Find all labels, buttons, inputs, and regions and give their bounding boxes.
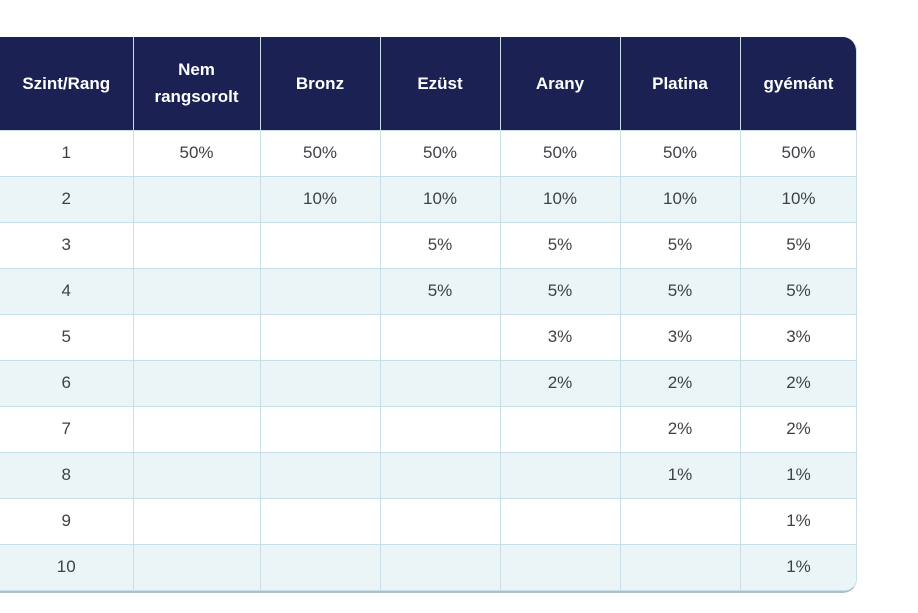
level-cell: 1 bbox=[0, 129, 134, 177]
table-row: 2 10% 10% 10% 10% 10% bbox=[0, 175, 856, 223]
percent-cell bbox=[132, 405, 261, 453]
percent-cell bbox=[132, 359, 261, 407]
table-row: 9 1% bbox=[0, 497, 856, 545]
level-cell: 5 bbox=[0, 313, 134, 361]
percent-cell: 5% bbox=[379, 221, 501, 269]
column-header: gyémánt bbox=[739, 37, 856, 131]
level-cell: 10 bbox=[0, 543, 134, 591]
percent-cell: 1% bbox=[739, 497, 856, 545]
table-body: 1 50% 50% 50% 50% 50% 50% 2 10% 10% 10% 10% 10% 3 5% 5%… bbox=[0, 129, 856, 591]
percent-cell bbox=[499, 451, 621, 499]
column-header: Szint/Rang bbox=[0, 37, 134, 131]
percent-cell: 1% bbox=[619, 451, 741, 499]
percent-cell: 2% bbox=[739, 359, 856, 407]
percent-cell bbox=[259, 405, 381, 453]
percent-cell bbox=[379, 405, 501, 453]
table-row: 7 2% 2% bbox=[0, 405, 856, 453]
percent-cell: 50% bbox=[739, 129, 856, 177]
level-cell: 3 bbox=[0, 221, 134, 269]
percent-cell: 2% bbox=[499, 359, 621, 407]
level-cell: 8 bbox=[0, 451, 134, 499]
percent-cell bbox=[379, 543, 501, 591]
percent-cell: 50% bbox=[499, 129, 621, 177]
percent-cell bbox=[259, 267, 381, 315]
percent-cell: 2% bbox=[619, 405, 741, 453]
percent-cell bbox=[499, 543, 621, 591]
percent-cell: 5% bbox=[739, 267, 856, 315]
percent-cell: 5% bbox=[379, 267, 501, 315]
percent-cell: 5% bbox=[619, 221, 741, 269]
percent-cell bbox=[259, 359, 381, 407]
percent-cell bbox=[499, 405, 621, 453]
percent-cell bbox=[259, 313, 381, 361]
percent-cell bbox=[619, 497, 741, 545]
percent-cell bbox=[619, 543, 741, 591]
table-row: 10 1% bbox=[0, 543, 856, 591]
percent-cell: 3% bbox=[499, 313, 621, 361]
percent-cell: 3% bbox=[739, 313, 856, 361]
percent-cell: 10% bbox=[739, 175, 856, 223]
percent-cell: 10% bbox=[499, 175, 621, 223]
percent-cell bbox=[379, 451, 501, 499]
column-header: Arany bbox=[499, 37, 621, 131]
table-row: 4 5% 5% 5% 5% bbox=[0, 267, 856, 315]
percent-cell bbox=[379, 313, 501, 361]
column-header: Platina bbox=[619, 37, 741, 131]
level-cell: 4 bbox=[0, 267, 134, 315]
percent-cell: 10% bbox=[619, 175, 741, 223]
percent-cell: 5% bbox=[499, 221, 621, 269]
percent-cell bbox=[132, 451, 261, 499]
percent-cell bbox=[499, 497, 621, 545]
rank-level-table: Szint/Rang Nem rangsorolt Bronz Ezüst Arany P… bbox=[0, 37, 856, 591]
rank-level-table-container: Szint/Rang Nem rangsorolt Bronz Ezüst Arany P… bbox=[0, 37, 857, 593]
column-header: Bronz bbox=[259, 37, 381, 131]
table-row: 5 3% 3% 3% bbox=[0, 313, 856, 361]
percent-cell: 50% bbox=[379, 129, 501, 177]
percent-cell bbox=[259, 497, 381, 545]
percent-cell bbox=[132, 313, 261, 361]
table-row: 8 1% 1% bbox=[0, 451, 856, 499]
percent-cell bbox=[379, 497, 501, 545]
percent-cell bbox=[132, 497, 261, 545]
percent-cell: 1% bbox=[739, 543, 856, 591]
percent-cell: 5% bbox=[739, 221, 856, 269]
percent-cell bbox=[259, 451, 381, 499]
percent-cell: 10% bbox=[379, 175, 501, 223]
level-cell: 2 bbox=[0, 175, 134, 223]
percent-cell bbox=[132, 221, 261, 269]
percent-cell: 5% bbox=[499, 267, 621, 315]
percent-cell: 5% bbox=[619, 267, 741, 315]
percent-cell: 2% bbox=[619, 359, 741, 407]
percent-cell: 50% bbox=[259, 129, 381, 177]
percent-cell bbox=[132, 267, 261, 315]
percent-cell bbox=[132, 543, 261, 591]
table-row: 1 50% 50% 50% 50% 50% 50% bbox=[0, 129, 856, 177]
table-row: 6 2% 2% 2% bbox=[0, 359, 856, 407]
level-cell: 9 bbox=[0, 497, 134, 545]
table-header: Szint/Rang Nem rangsorolt Bronz Ezüst Arany P… bbox=[0, 37, 856, 131]
percent-cell bbox=[259, 543, 381, 591]
percent-cell: 2% bbox=[739, 405, 856, 453]
header-row: Szint/Rang Nem rangsorolt Bronz Ezüst Arany P… bbox=[0, 37, 856, 131]
level-cell: 7 bbox=[0, 405, 134, 453]
percent-cell: 10% bbox=[259, 175, 381, 223]
percent-cell bbox=[379, 359, 501, 407]
percent-cell: 3% bbox=[619, 313, 741, 361]
column-header: Nem rangsorolt bbox=[132, 37, 261, 131]
percent-cell: 1% bbox=[739, 451, 856, 499]
column-header: Ezüst bbox=[379, 37, 501, 131]
table-row: 3 5% 5% 5% 5% bbox=[0, 221, 856, 269]
percent-cell: 50% bbox=[619, 129, 741, 177]
percent-cell bbox=[259, 221, 381, 269]
level-cell: 6 bbox=[0, 359, 134, 407]
percent-cell: 50% bbox=[132, 129, 261, 177]
percent-cell bbox=[132, 175, 261, 223]
